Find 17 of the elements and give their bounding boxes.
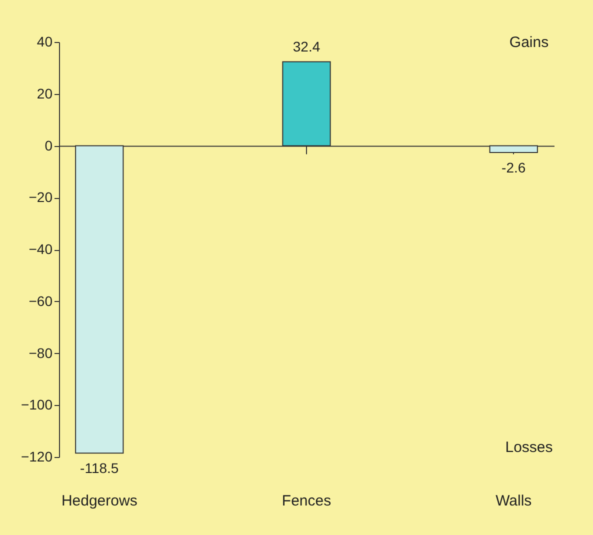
data-label: -2.6	[502, 159, 526, 176]
y-tick-label: −40	[28, 241, 53, 257]
annotation: Losses	[505, 439, 553, 456]
data-label: 32.4	[292, 38, 320, 55]
y-tick-label: −100	[20, 396, 53, 413]
x-tick-label: Walls	[496, 492, 532, 510]
y-tick-label: −20	[28, 189, 53, 206]
x-tick-label: Fences	[282, 492, 332, 510]
annotation: Gains	[509, 34, 549, 51]
y-tick-label: −120	[20, 448, 53, 464]
y-tick-label: 40	[36, 34, 53, 50]
y-tick-label: −60	[28, 292, 53, 309]
y-tick-label: −80	[28, 344, 53, 361]
x-tick-label: Hedgerows	[61, 492, 138, 510]
data-label: -118.5	[80, 460, 119, 476]
y-tick-label: 20	[36, 85, 53, 102]
y-tick-label: 0	[44, 137, 53, 154]
